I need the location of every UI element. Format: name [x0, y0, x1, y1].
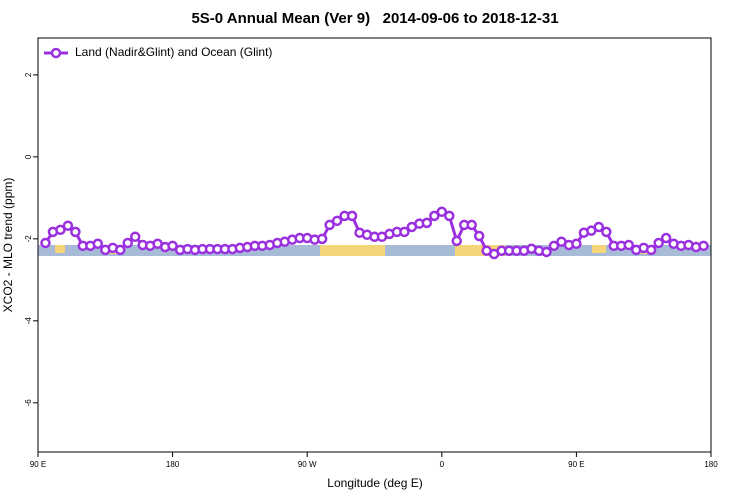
- plot-frame: [37, 37, 712, 453]
- data-point: [167, 240, 178, 252]
- data-point: [593, 221, 605, 233]
- data-point: [698, 240, 709, 252]
- chart-title: 5S-0 Annual Mean (Ver 9) 2014-09-06 to 2…: [191, 10, 558, 27]
- data-point: [436, 206, 448, 218]
- land-strip: [592, 245, 606, 253]
- data-point: [444, 210, 455, 222]
- data-point: [316, 233, 328, 245]
- data-point: [466, 219, 477, 231]
- data-point: [346, 210, 358, 222]
- legend-label: Land (Nadir&Glint) and Ocean (Glint): [75, 45, 272, 59]
- x-tick-label: 0: [440, 460, 445, 469]
- data-point: [331, 215, 343, 227]
- data-point: [571, 238, 582, 250]
- x-tick-label: 180: [166, 460, 180, 469]
- data-point: [421, 217, 433, 229]
- x-tick-label: 90 W: [298, 460, 317, 469]
- data-point: [601, 226, 612, 238]
- data-point: [70, 226, 81, 238]
- data-point: [473, 230, 485, 242]
- land-strip: [320, 245, 385, 256]
- x-axis-label: Longitude (deg E): [327, 476, 422, 490]
- y-tick-label: -4: [24, 317, 33, 325]
- data-point: [115, 244, 126, 256]
- data-point: [548, 240, 560, 252]
- y-tick-label: -6: [24, 399, 33, 407]
- data-point: [129, 231, 141, 243]
- legend-marker: [50, 47, 62, 59]
- y-tick-label: 2: [24, 72, 33, 77]
- data-point: [429, 210, 440, 222]
- data-point: [324, 219, 335, 231]
- data-point: [653, 237, 664, 249]
- data-point: [623, 239, 634, 251]
- x-tick-label: 180: [704, 460, 718, 469]
- land-strip: [455, 245, 505, 256]
- data-point: [40, 237, 51, 249]
- y-tick-label: 0: [24, 154, 33, 159]
- data-point: [62, 220, 74, 231]
- y-tick-label: -2: [24, 235, 33, 243]
- x-tick-label: 90 E: [568, 460, 584, 469]
- data-point: [399, 226, 410, 238]
- land-strip: [55, 245, 65, 253]
- y-axis-label: XCO2 - MLO trend (ppm): [1, 178, 15, 313]
- data-point: [92, 238, 104, 250]
- data-point: [645, 244, 657, 256]
- data-point: [451, 235, 463, 247]
- data-point: [541, 246, 552, 258]
- data-point: [55, 224, 66, 236]
- x-tick-label: 90 E: [30, 460, 46, 469]
- data-point: [122, 237, 133, 249]
- data-point: [660, 232, 672, 244]
